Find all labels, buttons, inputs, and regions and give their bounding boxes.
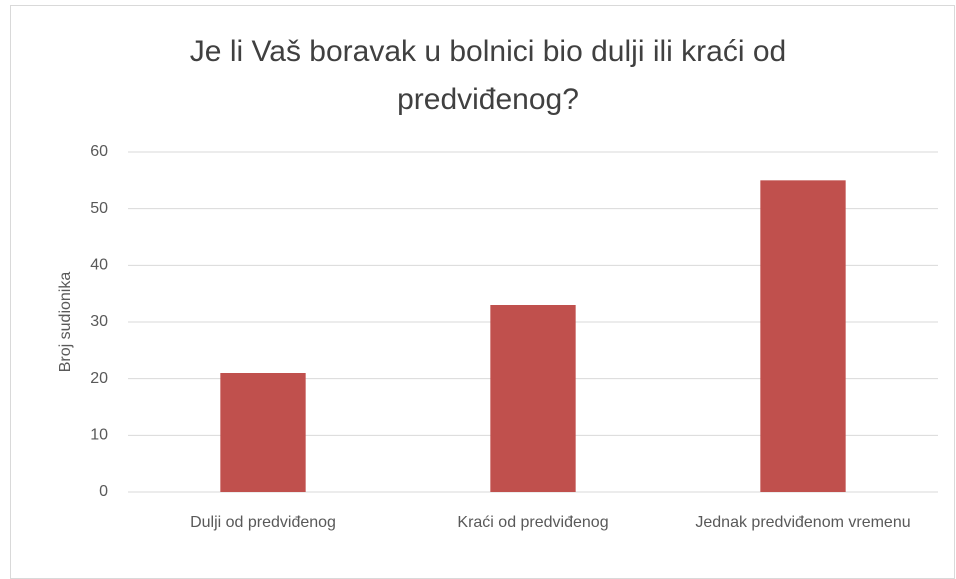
y-tick-label: 40 xyxy=(90,257,108,274)
y-axis-label: Broj sudionika xyxy=(57,272,74,373)
chart-title: Je li Vaš boravak u bolnici bio dulji il… xyxy=(189,35,787,116)
bar xyxy=(760,180,846,493)
x-tick-label: Jednak predviđenom vremenu xyxy=(695,514,911,531)
y-tick-label: 10 xyxy=(90,427,108,444)
y-tick-label: 30 xyxy=(90,313,108,330)
x-tick-label: Kraći od predviđenog xyxy=(457,514,609,531)
bar xyxy=(490,305,576,492)
y-tick-label: 20 xyxy=(90,370,108,387)
bar xyxy=(220,373,306,492)
y-tick-label: 50 xyxy=(90,200,108,217)
x-tick-label: Dulji od predviđenog xyxy=(190,514,336,531)
y-tick-label: 60 xyxy=(90,143,108,160)
y-tick-label: 0 xyxy=(99,483,108,500)
